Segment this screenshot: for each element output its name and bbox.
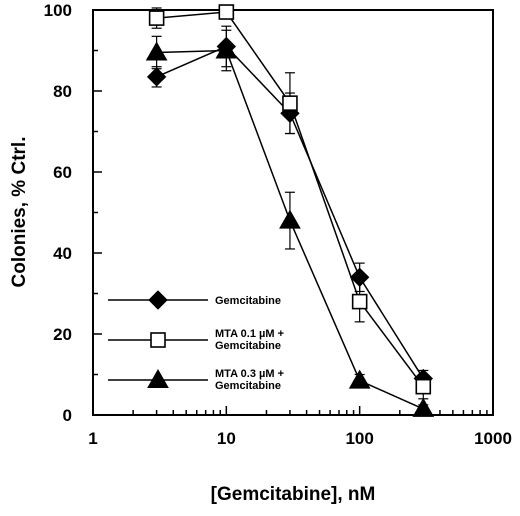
data-point-triangle bbox=[145, 41, 168, 61]
legend-item-2: MTA 0.1 µM +Gemcitabine bbox=[108, 328, 284, 352]
x-tick-label: 1000 bbox=[474, 429, 512, 448]
legend-item-3: MTA 0.3 µM +Gemcitabine bbox=[108, 368, 284, 392]
data-point-square bbox=[148, 10, 165, 26]
legend-label: Gemcitabine bbox=[215, 295, 281, 307]
data-point-triangle bbox=[147, 368, 169, 388]
legend-label: MTA 0.1 µM + bbox=[215, 328, 284, 340]
legend-label: MTA 0.3 µM + bbox=[215, 368, 284, 380]
data-point-square bbox=[282, 95, 298, 111]
series-layer bbox=[145, 4, 435, 417]
y-tick-label: 60 bbox=[53, 163, 72, 182]
legend-label: Gemcitabine bbox=[215, 380, 281, 392]
data-point-triangle bbox=[412, 397, 435, 417]
x-axis-title: [Gemcitabine], nM bbox=[211, 484, 376, 505]
data-point-square bbox=[351, 293, 368, 310]
y-axis-ticks: 0 20 40 60 80 100 bbox=[44, 1, 102, 425]
data-point-diamond bbox=[148, 290, 168, 310]
legend-item-1: Gemcitabine bbox=[108, 290, 281, 310]
legend-label: Gemcitabine bbox=[215, 340, 281, 352]
x-axis-ticks: 1 10 100 1000 bbox=[88, 406, 512, 448]
y-axis-title: Colonies, % Ctrl. bbox=[9, 137, 30, 288]
y-tick-label: 40 bbox=[53, 244, 72, 263]
data-point-square bbox=[150, 332, 166, 348]
y-tick-label: 80 bbox=[53, 82, 72, 101]
data-point-square bbox=[415, 378, 432, 395]
data-point-triangle bbox=[279, 209, 301, 229]
data-point-triangle bbox=[215, 39, 238, 59]
data-point-triangle bbox=[348, 369, 371, 389]
y-tick-label: 0 bbox=[63, 406, 72, 425]
x-tick-label: 1 bbox=[88, 429, 97, 448]
y-tick-label: 20 bbox=[53, 325, 72, 344]
data-point-diamond bbox=[146, 67, 167, 87]
x-tick-label: 100 bbox=[345, 429, 373, 448]
y-tick-label: 100 bbox=[44, 1, 72, 20]
series-3 bbox=[145, 29, 435, 417]
series-2 bbox=[148, 4, 432, 400]
x-tick-label: 10 bbox=[217, 429, 236, 448]
data-point-square bbox=[218, 4, 235, 20]
